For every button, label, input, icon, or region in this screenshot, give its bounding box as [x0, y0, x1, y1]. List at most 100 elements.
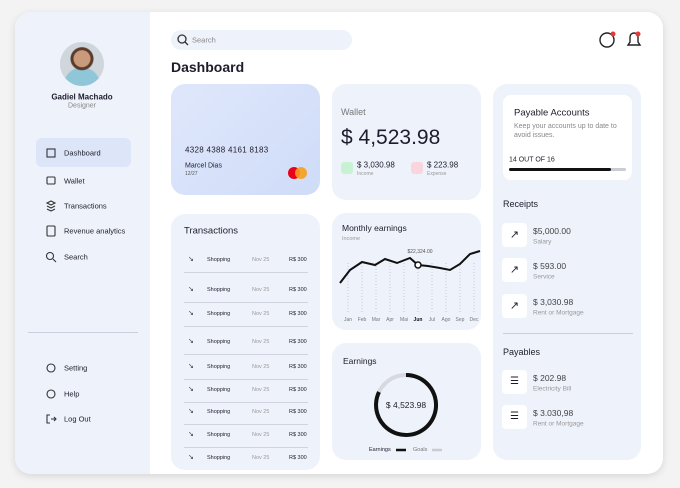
card-number: 4328 4388 4161 8183	[185, 145, 269, 155]
row-divider	[184, 354, 308, 355]
receipt-label: Salary	[533, 238, 552, 246]
row-category: Shopping	[207, 409, 231, 415]
row-icon: ↘	[188, 386, 194, 393]
row-amount: R$ 300	[289, 455, 307, 461]
income-amount: $ 3,030.98	[357, 160, 395, 170]
row-divider	[184, 272, 308, 273]
row-category: Shopping	[207, 432, 231, 438]
income-icon	[341, 162, 353, 174]
row-category: Shopping	[207, 257, 231, 263]
receipt-icon: ↗	[502, 258, 527, 282]
sidebar	[15, 12, 150, 474]
payable-icon: ☰	[502, 370, 527, 394]
monthly-subtitle: Income	[342, 236, 361, 242]
row-category: Shopping	[207, 311, 231, 317]
receipt-amount: $5,000.00	[533, 226, 571, 236]
earnings-line	[339, 250, 481, 284]
row-divider	[184, 447, 308, 448]
receipt-amount: $ 593.00	[533, 261, 567, 271]
income-label: Income	[357, 171, 374, 177]
month-label: Apr	[386, 317, 394, 323]
row-icon: ↘	[188, 454, 194, 461]
month-label: Sep	[455, 317, 465, 323]
row-divider	[184, 326, 308, 327]
progress-track	[509, 168, 626, 171]
charts-layer	[339, 250, 481, 452]
menu-item[interactable]: Wallet	[64, 176, 85, 186]
row-category: Shopping	[207, 339, 231, 345]
menu-item[interactable]: Help	[64, 389, 80, 399]
receipts-title: Receipts	[503, 199, 539, 209]
transactions-card	[171, 214, 320, 470]
receipt-amount: $ 3,030.98	[533, 297, 574, 307]
avatar	[60, 42, 104, 86]
divider	[503, 333, 633, 334]
user-name: Gadiel Machado	[51, 92, 113, 102]
earnings-amount: $ 4,523.98	[385, 400, 427, 410]
menu-item[interactable]: Revenue analytics	[64, 226, 126, 236]
expense-icon	[411, 162, 423, 174]
chat-icon[interactable]	[599, 32, 615, 48]
menu-item[interactable]: Search	[64, 252, 88, 262]
payable-title: Payable Accounts	[514, 107, 590, 119]
payable-label: Rent or Mortgage	[533, 420, 584, 428]
payable-amount: $ 3.030,98	[533, 408, 574, 418]
bell-icon[interactable]	[626, 32, 642, 46]
menu-item[interactable]: Log Out	[64, 414, 91, 424]
row-icon: ↘	[188, 338, 194, 345]
menu-active	[36, 138, 131, 167]
row-icon: ↘	[188, 363, 194, 370]
row-divider	[184, 302, 308, 303]
row-icon: ↘	[188, 408, 194, 415]
row-date: Nov 25	[252, 387, 270, 393]
transactions-title: Transactions	[184, 225, 239, 237]
row-date: Nov 25	[252, 287, 270, 293]
payables-title: Payables	[503, 347, 541, 357]
row-divider	[184, 379, 308, 380]
row-amount: R$ 300	[289, 257, 307, 263]
search-placeholder[interactable]: Search	[192, 35, 216, 45]
row-date: Nov 25	[252, 432, 270, 438]
row-icon: ↘	[188, 286, 194, 293]
row-category: Shopping	[207, 455, 231, 461]
row-icon: ↘	[188, 431, 194, 438]
mastercard	[288, 167, 307, 179]
row-amount: R$ 300	[289, 409, 307, 415]
search-bar[interactable]	[171, 30, 352, 50]
row-amount: R$ 300	[289, 364, 307, 370]
menu-item[interactable]: Dashboard	[64, 148, 101, 158]
tooltip: $22,324.00	[407, 249, 433, 255]
row-date: Nov 25	[252, 455, 270, 461]
wallet-balance: $ 4,523.98	[341, 126, 441, 149]
row-amount: R$ 300	[289, 339, 307, 345]
month-label: Dec	[469, 317, 479, 323]
payable-description: Keep your accounts up to date to avoid i…	[514, 123, 617, 139]
receipt-label: Service	[533, 273, 555, 281]
row-date: Nov 25	[252, 339, 270, 345]
row-category: Shopping	[207, 364, 231, 370]
row-divider	[184, 424, 308, 425]
user-role: Designer	[67, 102, 97, 110]
month-label: Ago	[441, 317, 451, 323]
menu-item[interactable]: Transactions	[64, 201, 107, 211]
row-date: Nov 25	[252, 311, 270, 317]
wallet-label: Wallet	[341, 107, 366, 117]
row-date: Nov 25	[252, 257, 270, 263]
row-date: Nov 25	[252, 364, 270, 370]
payable-progress: 14 OUT OF 16	[509, 156, 555, 164]
month-label: Mai	[399, 317, 409, 323]
payable-accounts-box	[503, 95, 632, 180]
monthly-title: Monthly earnings	[342, 223, 407, 233]
card-holder: Marcel Dias	[185, 162, 222, 170]
receipt-label: Rent or Mortgage	[533, 309, 584, 317]
row-date: Nov 25	[252, 409, 270, 415]
menu-item[interactable]: Setting	[64, 363, 88, 373]
divider	[28, 332, 138, 333]
row-amount: R$ 300	[289, 311, 307, 317]
row-divider	[184, 402, 308, 403]
receipt-icon: ↗	[502, 294, 527, 318]
earnings-title: Earnings	[343, 356, 377, 366]
earnings-ring	[374, 373, 438, 437]
monthly-earnings-card	[332, 213, 481, 330]
month-label: Mar	[371, 317, 381, 323]
